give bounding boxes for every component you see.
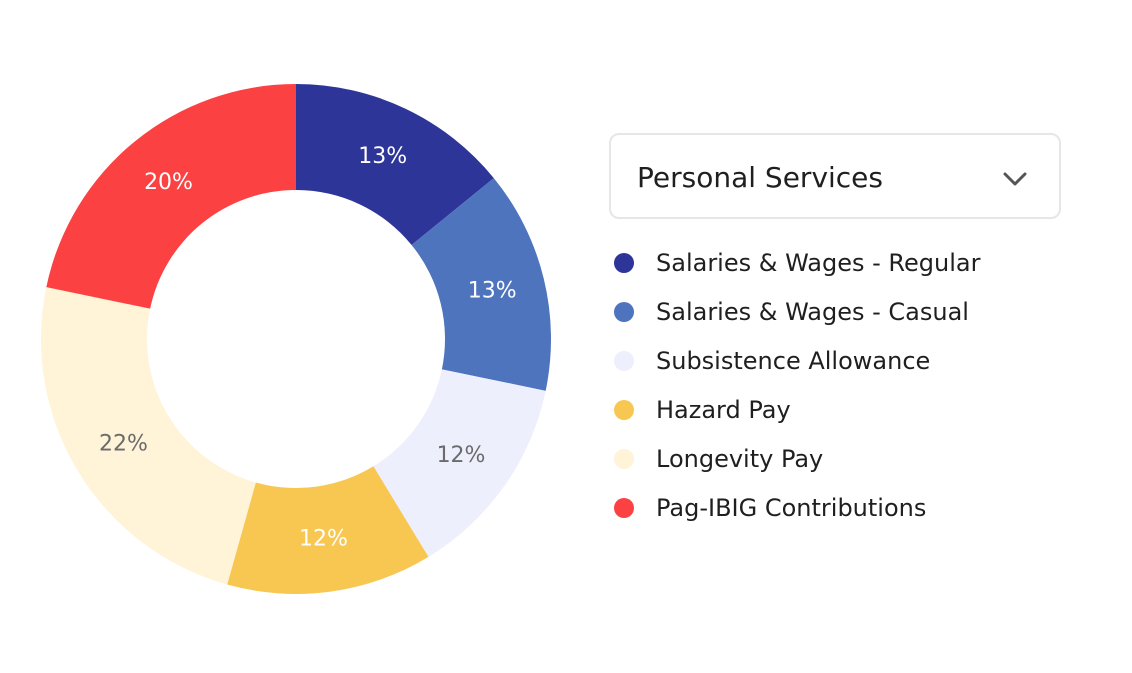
- legend-swatch: [614, 301, 634, 322]
- dropdown-selected-value: Personal Services: [637, 161, 883, 194]
- slice-value-label-3: 12%: [299, 527, 348, 552]
- legend-item-pag-ibig[interactable]: Pag-IBIG Contributions: [614, 483, 980, 532]
- legend-label: Salaries & Wages - Regular: [656, 248, 981, 277]
- legend-swatch: [614, 350, 634, 371]
- slice-value-label-4: 22%: [99, 431, 148, 456]
- legend-label: Longevity Pay: [656, 444, 824, 473]
- donut-slice-5[interactable]: [46, 84, 296, 309]
- legend-swatch: [614, 448, 634, 469]
- legend-label: Subsistence Allowance: [656, 346, 931, 375]
- slice-value-label-1: 13%: [468, 279, 517, 304]
- legend-swatch: [614, 399, 634, 420]
- legend-swatch: [614, 252, 634, 273]
- legend-swatch: [614, 497, 634, 518]
- donut-slices: [41, 84, 551, 594]
- legend-item-subsistence-allowance[interactable]: Subsistence Allowance: [614, 336, 980, 385]
- category-dropdown[interactable]: Personal Services: [609, 133, 1061, 219]
- donut-slice-4[interactable]: [41, 287, 256, 585]
- legend-item-hazard-pay[interactable]: Hazard Pay: [614, 385, 980, 434]
- chart-legend: Salaries & Wages - Regular Salaries & Wa…: [614, 238, 980, 532]
- donut-slice-2[interactable]: [373, 369, 546, 557]
- legend-item-salaries-regular[interactable]: Salaries & Wages - Regular: [614, 238, 980, 287]
- legend-label: Pag-IBIG Contributions: [656, 493, 927, 522]
- donut-chart: 13% 13% 12% 12% 22% 20%: [41, 84, 551, 594]
- donut-slice-1[interactable]: [411, 178, 551, 391]
- legend-label: Hazard Pay: [656, 395, 791, 424]
- donut-labels: 13% 13% 12% 12% 22% 20%: [99, 144, 517, 552]
- donut-slice-3[interactable]: [227, 466, 429, 594]
- legend-item-salaries-casual[interactable]: Salaries & Wages - Casual: [614, 287, 980, 336]
- chevron-down-icon: [1003, 172, 1027, 186]
- slice-value-label-5: 20%: [144, 170, 193, 195]
- legend-label: Salaries & Wages - Casual: [656, 297, 969, 326]
- slice-value-label-0: 13%: [358, 144, 407, 169]
- donut-slice-0[interactable]: [296, 84, 494, 245]
- slice-value-label-2: 12%: [437, 443, 486, 468]
- legend-item-longevity-pay[interactable]: Longevity Pay: [614, 434, 980, 483]
